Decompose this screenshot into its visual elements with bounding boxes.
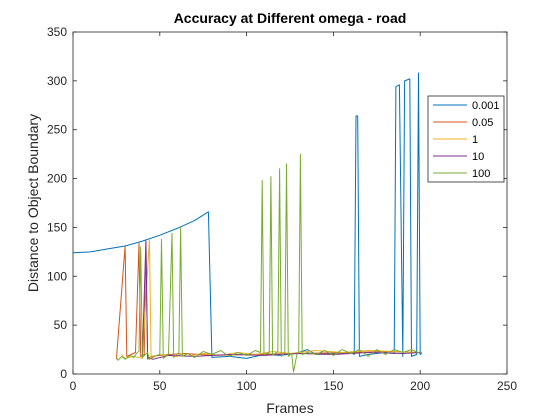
y-tick-label: 150 [47, 220, 67, 234]
x-tick-label: 50 [153, 379, 167, 393]
y-tick-label: 350 [47, 25, 67, 39]
y-tick-label: 50 [54, 318, 68, 332]
plot-area [73, 32, 507, 374]
plot-frame [72, 31, 508, 375]
series-line-1 [121, 238, 421, 359]
x-tick-label: 250 [497, 379, 517, 393]
series-layer [72, 72, 423, 373]
x-tick-label: 200 [410, 379, 430, 393]
y-tick-label: 0 [60, 367, 67, 381]
legend-label-0.001: 0.001 [472, 100, 500, 112]
y-tick-label: 100 [47, 269, 67, 283]
legend-label-100: 100 [472, 168, 490, 180]
x-axis-label: Frames [266, 400, 313, 416]
chart-title: Accuracy at Different omega - road [174, 10, 407, 26]
x-tick-label: 100 [237, 379, 257, 393]
y-tick-label: 250 [47, 123, 67, 137]
y-tick-label: 300 [47, 74, 67, 88]
legend-label-10: 10 [472, 151, 484, 163]
legend-label-1: 1 [472, 134, 478, 146]
y-tick-label: 200 [47, 172, 67, 186]
series-line-10 [141, 240, 421, 360]
x-tick-label: 150 [323, 379, 343, 393]
legend-label-0.05: 0.05 [472, 117, 493, 129]
series-line-100 [115, 153, 421, 373]
legend-entries: 0.001 0.05 1 10 100 [433, 100, 500, 180]
x-tick-label: 0 [70, 379, 77, 393]
legend: 0.001 0.05 1 10 100 [427, 95, 505, 183]
y-axis-label: Distance to Object Boundary [25, 114, 41, 292]
ticks-layer: 0 50 100 150 200 250 0 50 100 150 200 250 300 350 [47, 25, 517, 393]
